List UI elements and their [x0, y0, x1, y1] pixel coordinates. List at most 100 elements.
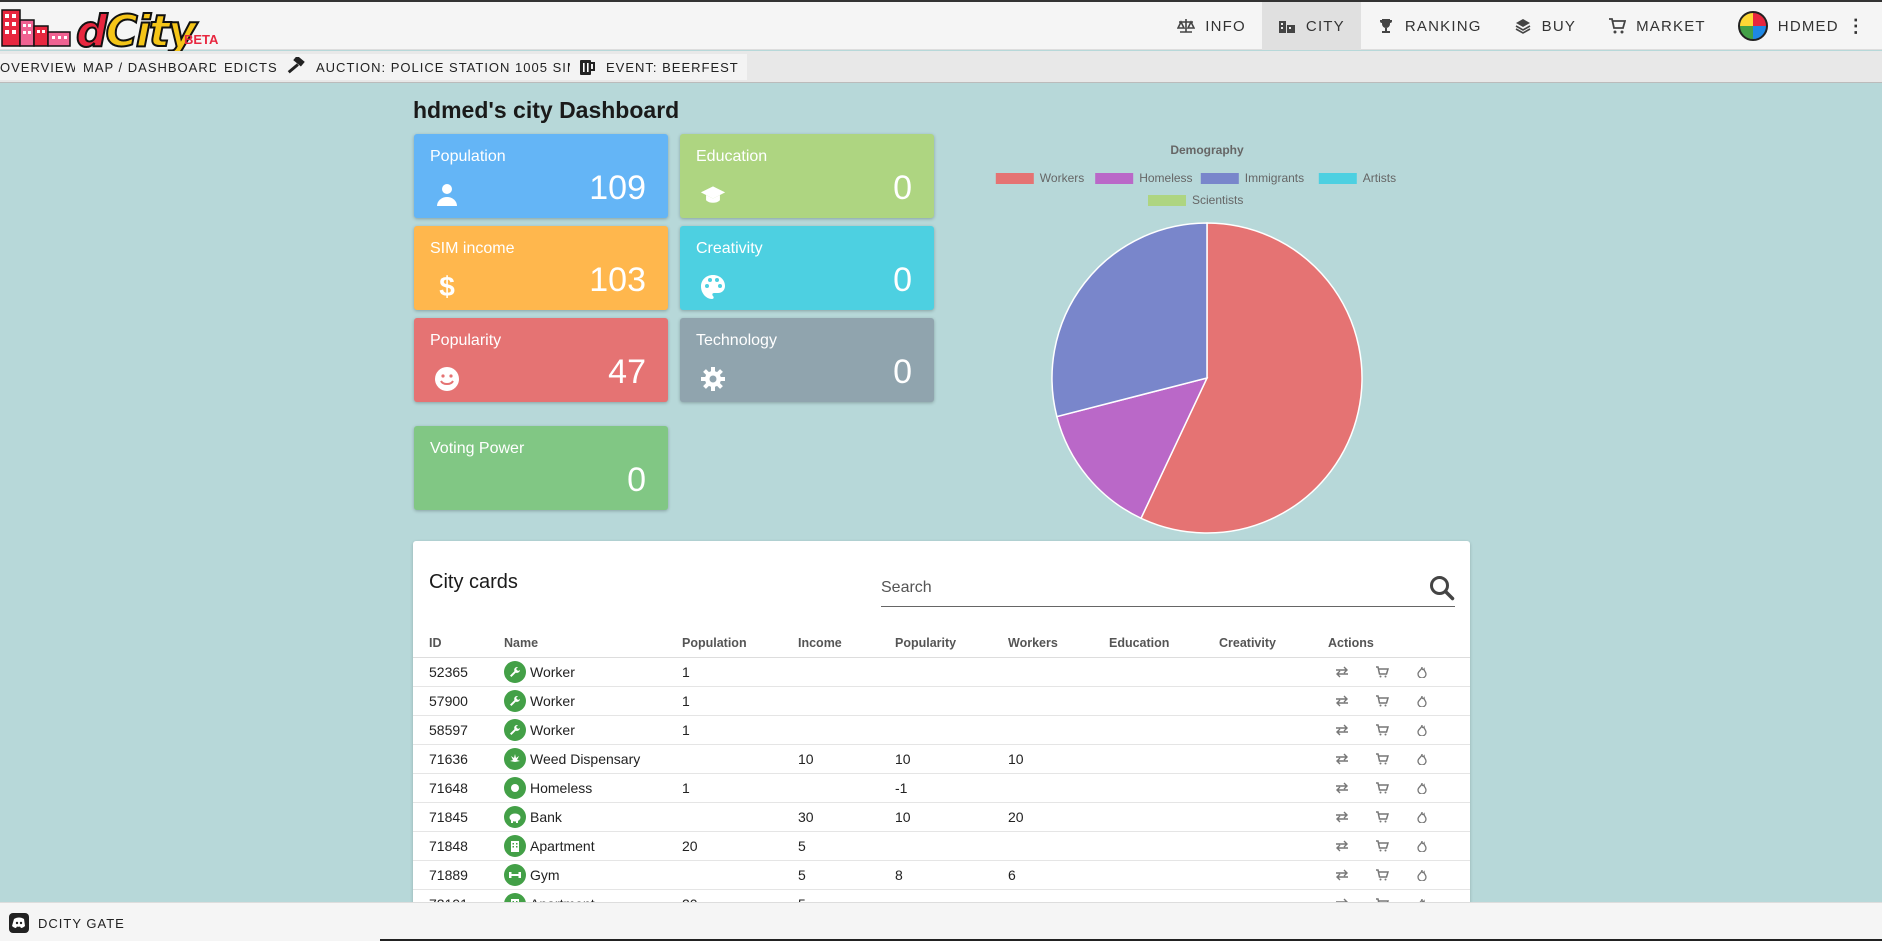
cell-name: Worker [488, 686, 666, 716]
population-card: Population 109 [414, 134, 668, 218]
cell-population [666, 802, 782, 832]
subnav-auction[interactable]: AUCTION: POLICE STATION 1005 SIM [278, 54, 587, 80]
transfer-icon[interactable] [1334, 811, 1350, 823]
city-buildings-logo-icon [1, 9, 71, 47]
sell-cart-icon[interactable] [1374, 839, 1390, 852]
burn-fire-icon[interactable] [1414, 695, 1430, 707]
legend-label-workers[interactable]: Workers [1040, 171, 1084, 185]
legend-swatch-artists[interactable] [1318, 173, 1357, 184]
transfer-icon[interactable] [1334, 782, 1350, 794]
transfer-icon[interactable] [1334, 753, 1350, 765]
transfer-icon[interactable] [1334, 869, 1350, 881]
subnav-edicts[interactable]: EDICTS [216, 54, 286, 80]
pie-slices [1051, 222, 1363, 534]
subnav-map-dashboard[interactable]: MAP / DASHBOARD [75, 54, 228, 80]
sell-cart-icon[interactable] [1374, 752, 1390, 765]
legend-swatch-homeless[interactable] [1095, 173, 1134, 184]
cell-name: Apartment [488, 831, 666, 861]
sell-cart-icon[interactable] [1374, 868, 1390, 881]
col-id[interactable]: ID [413, 629, 488, 658]
popularity-card: Popularity 47 [414, 318, 668, 402]
pie-slice-homeless[interactable] [1055, 376, 1209, 520]
col-creativity[interactable]: Creativity [1203, 629, 1312, 658]
col-popularity[interactable]: Popularity [879, 629, 992, 658]
burn-fire-icon[interactable] [1414, 753, 1430, 765]
card-name: Weed Dispensary [530, 750, 641, 767]
cell-population: 20 [666, 831, 782, 861]
table-row[interactable]: 57900 Worker 1 [413, 686, 1470, 716]
cell-actions [1312, 744, 1470, 774]
cell-creativity [1203, 860, 1312, 890]
transfer-icon[interactable] [1334, 840, 1350, 852]
transfer-icon[interactable] [1334, 898, 1350, 910]
dcity-gate-link[interactable]: DCITY GATE [8, 912, 125, 934]
sell-cart-icon[interactable] [1374, 810, 1390, 823]
col-workers[interactable]: Workers [992, 629, 1093, 658]
subnav-auction-label: AUCTION: POLICE STATION 1005 SIM [316, 59, 579, 75]
transfer-icon[interactable] [1334, 666, 1350, 678]
nav-user-menu[interactable]: HDMED ⋮ [1722, 2, 1882, 50]
nav-ranking[interactable]: RANKING [1361, 2, 1498, 50]
legend-label-homeless[interactable]: Homeless [1139, 171, 1192, 185]
transfer-icon[interactable] [1334, 724, 1350, 736]
legend-label-immigrants[interactable]: Immigrants [1245, 171, 1304, 185]
cell-name: Worker [488, 715, 666, 745]
dcity-gate-label: DCITY GATE [38, 915, 125, 931]
popularity-label: Popularity [430, 332, 502, 349]
cell-name: Homeless [488, 773, 666, 803]
legend-swatch-scientists[interactable] [1148, 195, 1186, 206]
table-row[interactable]: 58597 Worker 1 [413, 715, 1470, 745]
person-icon [434, 182, 460, 208]
table-row[interactable]: 71889 Gym 5 8 6 [413, 860, 1470, 890]
cell-workers [992, 657, 1093, 687]
burn-fire-icon[interactable] [1414, 782, 1430, 794]
cell-id: 71848 [413, 831, 488, 861]
sell-cart-icon[interactable] [1374, 781, 1390, 794]
nav-market[interactable]: MARKET [1592, 2, 1722, 50]
legend-label-scientists[interactable]: Scientists [1192, 193, 1243, 207]
nav-info[interactable]: INFO [1161, 2, 1262, 50]
education-card: Education 0 [680, 134, 934, 218]
search-icon[interactable] [1429, 575, 1455, 606]
sell-cart-icon[interactable] [1374, 723, 1390, 736]
nav-city[interactable]: CITY [1261, 2, 1361, 50]
burn-fire-icon[interactable] [1414, 840, 1430, 852]
legend-swatch-workers[interactable] [995, 173, 1034, 184]
legend-swatch-immigrants[interactable] [1200, 173, 1239, 184]
smile-icon [434, 366, 460, 392]
col-education[interactable]: Education [1093, 629, 1203, 658]
building-icon [504, 834, 526, 857]
table-row[interactable]: 71648 Homeless 1 -1 [413, 773, 1470, 803]
subnav-event[interactable]: EVENT: BEERFEST [570, 54, 747, 80]
nav-buy[interactable]: BUY [1498, 2, 1592, 50]
col-actions: Actions [1312, 629, 1470, 658]
table-row[interactable]: 71845 Bank 30 10 20 [413, 802, 1470, 832]
burn-fire-icon[interactable] [1414, 811, 1430, 823]
table-row[interactable]: 71636 Weed Dispensary 10 10 10 [413, 744, 1470, 774]
search-input[interactable] [881, 571, 1401, 605]
legend-label-artists[interactable]: Artists [1363, 171, 1396, 185]
col-income[interactable]: Income [782, 629, 879, 658]
subnav-overview-label: OVERVIEW [0, 59, 78, 75]
nav-info-label: INFO [1205, 17, 1246, 35]
cell-popularity [879, 686, 992, 716]
subnav-overview[interactable]: OVERVIEW [0, 54, 86, 80]
sell-cart-icon[interactable] [1374, 665, 1390, 678]
col-name[interactable]: Name [488, 629, 666, 658]
col-population[interactable]: Population [666, 629, 782, 658]
table-row[interactable]: 52365 Worker 1 [413, 657, 1470, 687]
burn-fire-icon[interactable] [1414, 666, 1430, 678]
circle-icon [504, 776, 526, 799]
transfer-icon[interactable] [1334, 695, 1350, 707]
burn-fire-icon[interactable] [1414, 869, 1430, 881]
sell-cart-icon[interactable] [1374, 694, 1390, 707]
cell-creativity [1203, 802, 1312, 832]
burn-fire-icon[interactable] [1414, 724, 1430, 736]
table-row[interactable]: 71848 Apartment 20 5 [413, 831, 1470, 861]
dcity-logo[interactable]: dCity BETA [0, 4, 220, 58]
gavel-icon [286, 57, 308, 77]
cell-education [1093, 802, 1203, 832]
pie-slice-immigrants[interactable] [1051, 222, 1208, 418]
pie-slice-workers[interactable] [1140, 222, 1363, 534]
creativity-value: 0 [893, 261, 912, 299]
